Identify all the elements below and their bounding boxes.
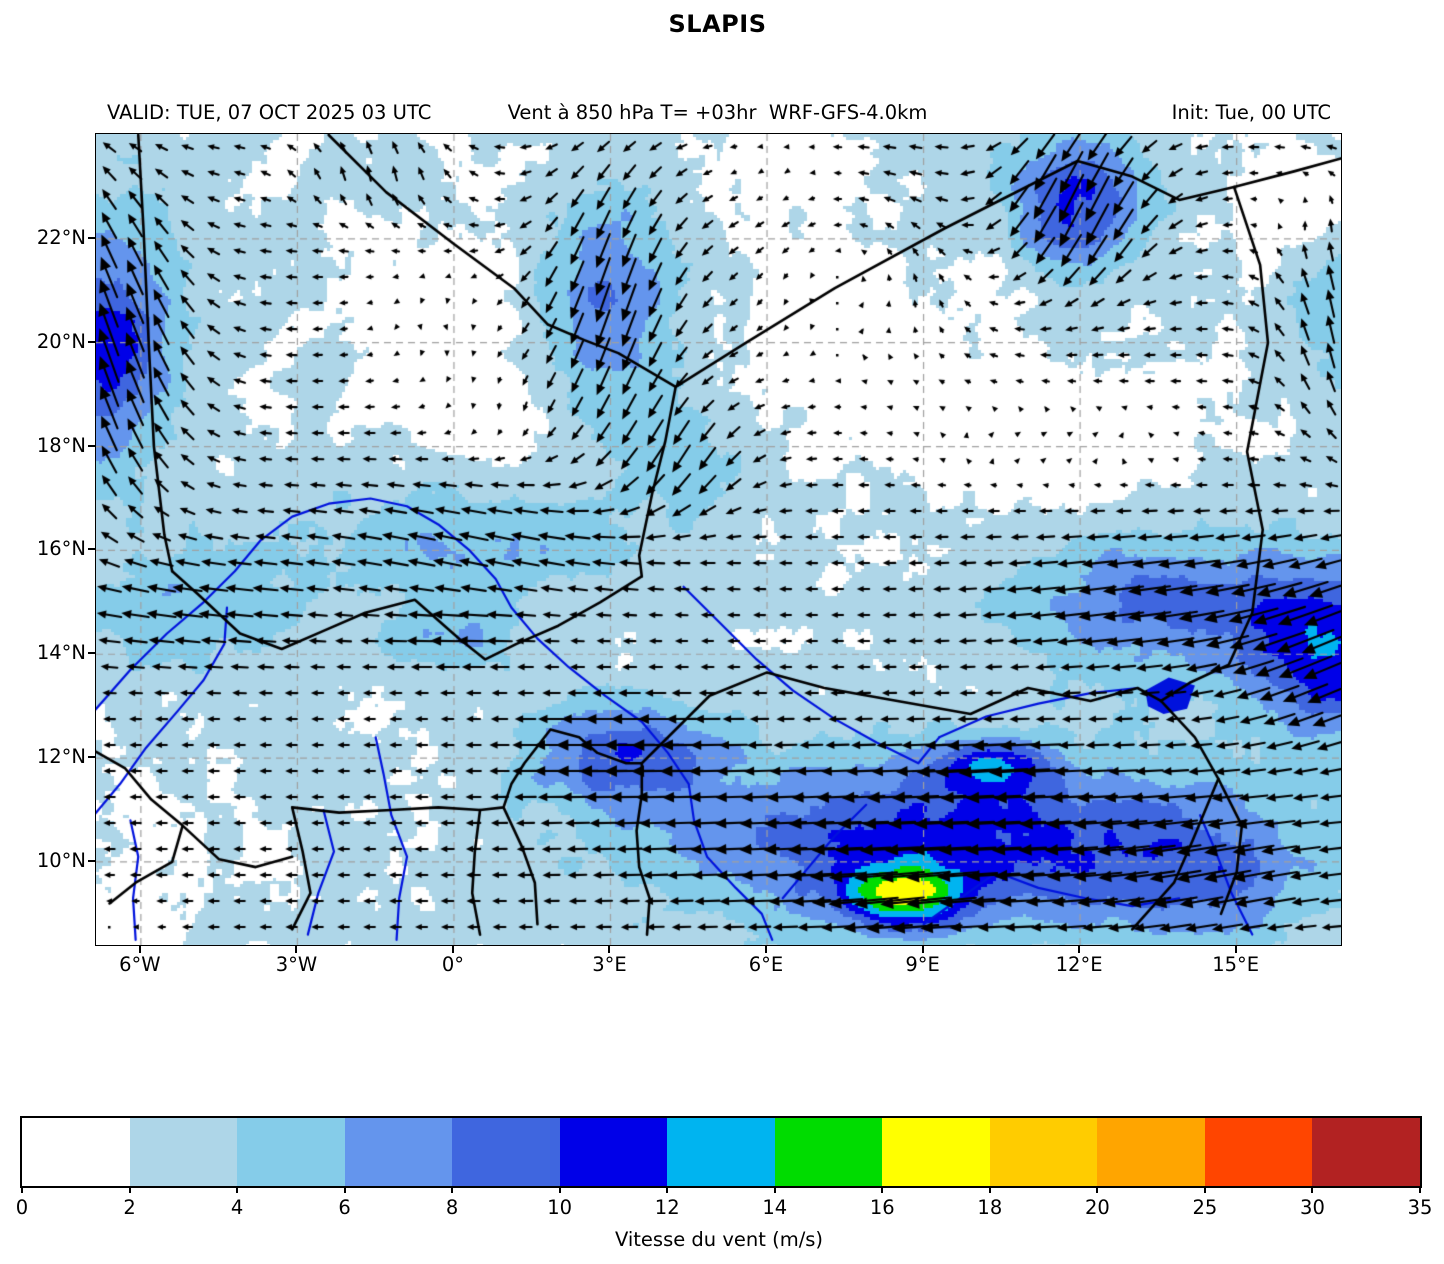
x-tick-label: 3°W (275, 953, 318, 976)
x-tick-label: 12°E (1055, 953, 1103, 976)
colorbar-tick-label: 12 (654, 1196, 680, 1219)
colorbar-tick-label: 18 (977, 1196, 1003, 1219)
colorbar-tick-label: 30 (1300, 1196, 1325, 1219)
colorbar-tick-mark (343, 1186, 346, 1193)
colorbar-segment (667, 1118, 775, 1186)
colorbar-tick-mark (1203, 1186, 1206, 1193)
colorbar-segment (989, 1118, 1098, 1186)
x-tick-mark (1078, 946, 1081, 953)
colorbar-segment (237, 1118, 345, 1186)
colorbar-tick-label: 35 (1407, 1196, 1433, 1219)
y-tick-label: 16°N (36, 537, 86, 561)
product-label: Vent à 850 hPa T= +03hr WRF-GFS-4.0km (507, 101, 928, 124)
colorbar-segment (774, 1118, 883, 1186)
colorbar (20, 1116, 1422, 1188)
wind-map-canvas (96, 134, 1341, 945)
y-tick-label: 20°N (36, 329, 86, 353)
colorbar-tick-mark (558, 1186, 561, 1193)
y-tick-label: 22°N (36, 225, 86, 249)
colorbar-segment (1312, 1118, 1420, 1186)
y-tick-mark (88, 340, 95, 343)
x-tick-mark (608, 946, 611, 953)
colorbar-segment (452, 1118, 560, 1186)
colorbar-tick-label: 16 (869, 1196, 895, 1219)
y-tick-label: 18°N (36, 433, 86, 457)
y-tick-mark (88, 756, 95, 759)
colorbar-tick-mark (1096, 1186, 1099, 1193)
colorbar-tick-mark (881, 1186, 884, 1193)
colorbar-tick-label: 6 (338, 1196, 351, 1219)
colorbar-tick-mark (988, 1186, 991, 1193)
colorbar-tick-mark (451, 1186, 454, 1193)
colorbar-tick-mark (236, 1186, 239, 1193)
colorbar-tick-label: 25 (1192, 1196, 1218, 1219)
x-tick-label: 15°E (1212, 953, 1260, 976)
x-tick-mark (451, 946, 454, 953)
colorbar-segment (1097, 1118, 1205, 1186)
x-tick-mark (295, 946, 298, 953)
y-tick-label: 10°N (36, 848, 86, 872)
colorbar-segment (1204, 1118, 1313, 1186)
colorbar-segment (129, 1118, 238, 1186)
colorbar-tick-label: 0 (15, 1196, 29, 1219)
y-tick-label: 12°N (36, 745, 86, 769)
x-tick-label: 6°W (119, 953, 161, 976)
colorbar-tick-mark (128, 1186, 131, 1193)
x-tick-mark (138, 946, 141, 953)
y-tick-mark (88, 652, 95, 655)
x-tick-mark (1234, 946, 1237, 953)
colorbar-tick-mark (21, 1186, 23, 1193)
valid-time-label: VALID: TUE, 07 OCT 2025 03 UTC (107, 101, 432, 124)
colorbar-label: Vitesse du vent (m/s) (614, 1228, 824, 1251)
y-tick-mark (88, 859, 95, 862)
colorbar-tick-label: 4 (230, 1196, 244, 1219)
colorbar-tick-label: 20 (1084, 1196, 1110, 1219)
x-tick-mark (765, 946, 768, 953)
chart-title: SLAPIS (668, 10, 767, 38)
colorbar-segment (882, 1118, 990, 1186)
colorbar-tick-mark (1311, 1186, 1314, 1193)
x-tick-label: 3°E (592, 953, 627, 976)
x-tick-label: 0° (441, 953, 465, 976)
x-tick-label: 6°E (748, 953, 784, 976)
colorbar-segment (559, 1118, 668, 1186)
colorbar-tick-mark (773, 1186, 776, 1193)
colorbar-tick-mark (1419, 1186, 1421, 1193)
colorbar-tick-mark (666, 1186, 669, 1193)
colorbar-segment (22, 1118, 130, 1186)
init-time-label: Init: Tue, 00 UTC (1171, 101, 1331, 124)
x-tick-mark (921, 946, 924, 953)
colorbar-tick-label: 8 (445, 1196, 459, 1219)
colorbar-tick-label: 2 (123, 1196, 136, 1219)
y-tick-mark (88, 548, 95, 551)
map-frame (95, 133, 1342, 946)
y-tick-mark (88, 444, 95, 447)
y-tick-label: 14°N (36, 641, 86, 665)
y-tick-mark (88, 236, 95, 239)
x-tick-label: 9°E (905, 953, 940, 976)
colorbar-tick-label: 10 (547, 1196, 573, 1219)
colorbar-tick-label: 14 (762, 1196, 788, 1219)
colorbar-segment (344, 1118, 453, 1186)
